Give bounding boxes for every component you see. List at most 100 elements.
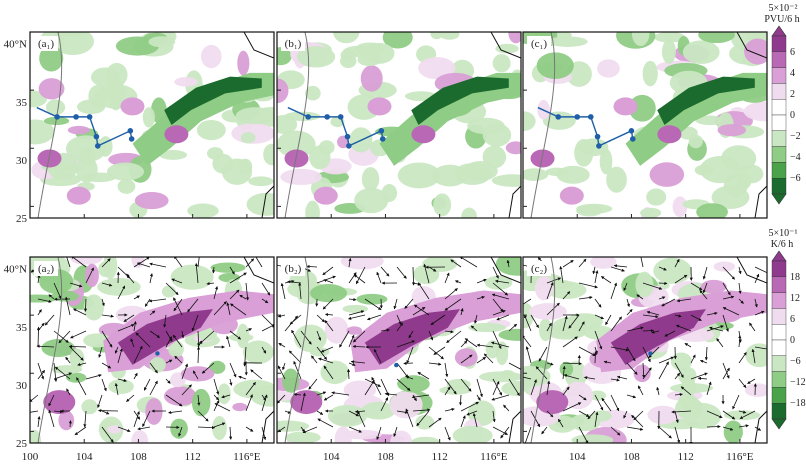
wind-vector <box>578 321 585 332</box>
wind-vector <box>53 372 73 380</box>
wind-vector <box>366 314 382 321</box>
wind-vector <box>37 274 41 284</box>
positive-spot <box>66 186 91 205</box>
wind-vector <box>324 312 334 317</box>
colorbar-tick: 4 <box>790 68 795 79</box>
wind-vector <box>396 378 411 391</box>
wind-vector <box>229 289 240 300</box>
panel-frame <box>276 31 522 219</box>
wind-vector <box>396 266 407 279</box>
wind-vector <box>492 426 508 435</box>
track-point <box>378 128 385 134</box>
wind-vector <box>428 362 442 366</box>
wind-vector <box>101 282 113 287</box>
contour-blob <box>397 162 441 189</box>
wind-vector <box>610 394 620 412</box>
panel-frame <box>522 256 768 444</box>
wind-vector <box>749 322 756 332</box>
wind-vector <box>316 391 327 396</box>
wind-vector <box>245 328 253 332</box>
wind-vector <box>317 418 334 428</box>
wind-vector <box>525 346 532 364</box>
contour-blob <box>546 281 587 300</box>
contour-blob <box>688 134 703 149</box>
lon-label: 108 <box>377 451 394 463</box>
wind-vector <box>396 340 416 348</box>
wind-vector <box>492 266 499 279</box>
wind-vector <box>48 409 55 428</box>
wind-vector <box>563 374 580 380</box>
wind-vector <box>444 378 457 395</box>
wind-vector <box>293 360 302 380</box>
map-panel-1-3 <box>523 32 767 218</box>
lat-label: 40°N <box>4 39 27 51</box>
wind-vector <box>214 403 231 412</box>
contour-blob <box>430 32 443 40</box>
contour-blob <box>131 257 145 268</box>
wind-vector <box>213 394 220 401</box>
wind-vector <box>699 289 708 300</box>
panel-frame <box>522 31 768 219</box>
wind-vector <box>626 426 644 431</box>
wind-vector <box>751 348 756 364</box>
contour-blob <box>738 164 764 184</box>
panel-label: (a₂) <box>34 261 58 276</box>
wind-vector <box>133 410 140 428</box>
wind-vector <box>444 330 454 334</box>
contour-blob <box>672 196 688 217</box>
wind-vector <box>466 410 478 416</box>
wind-vector <box>197 394 201 406</box>
wind-vector <box>165 359 173 364</box>
colorbar-segment <box>771 324 787 341</box>
wind-vector <box>651 330 660 334</box>
wind-vector <box>357 410 366 428</box>
wind-vector <box>738 266 742 275</box>
lon-label: 112 <box>185 451 201 463</box>
wind-vector <box>65 296 71 316</box>
contour-blob <box>346 326 363 335</box>
wind-vector <box>30 394 39 403</box>
colorbar-segment <box>771 292 787 309</box>
wind-vector <box>229 272 247 284</box>
wind-vector <box>610 346 630 352</box>
wind-vector <box>483 353 494 364</box>
wind-vector <box>562 291 571 300</box>
wind-vector <box>738 298 744 304</box>
positive-core <box>610 309 706 365</box>
contour-blob <box>200 44 222 69</box>
contour-blob <box>361 167 380 192</box>
wind-vector <box>459 257 478 268</box>
wind-vector <box>460 401 479 412</box>
contour-blob <box>454 348 478 367</box>
wind-vector <box>123 314 135 322</box>
wind-vector <box>396 362 409 378</box>
vortex-center <box>394 362 399 368</box>
panel-frame <box>276 256 522 444</box>
wind-vector <box>316 346 327 360</box>
wind-vector <box>664 330 676 337</box>
wind-vector <box>261 282 271 296</box>
wind-vector <box>245 426 254 432</box>
wind-vector <box>418 282 430 300</box>
wind-vector <box>316 314 325 323</box>
contour-blob <box>485 340 500 359</box>
lat-label: 40°N <box>4 264 27 276</box>
track-line <box>287 106 384 147</box>
wind-vector <box>213 301 227 316</box>
wind-vector <box>196 330 201 347</box>
wind-vector <box>69 346 84 361</box>
contour-blob <box>210 262 246 273</box>
wind-vector <box>722 367 730 380</box>
contour-blob <box>107 425 122 434</box>
wind-vector <box>738 351 747 364</box>
wind-vector <box>508 323 518 332</box>
contour-blob <box>324 316 349 344</box>
colorbar-tick: −6 <box>790 356 801 367</box>
wind-vector <box>722 295 735 300</box>
wind-vector <box>460 354 473 364</box>
wind-vector <box>229 362 237 378</box>
positive-spot <box>411 125 436 144</box>
wind-vector <box>117 426 131 433</box>
contour-blob <box>569 413 601 432</box>
colorbar-segment <box>771 177 787 195</box>
